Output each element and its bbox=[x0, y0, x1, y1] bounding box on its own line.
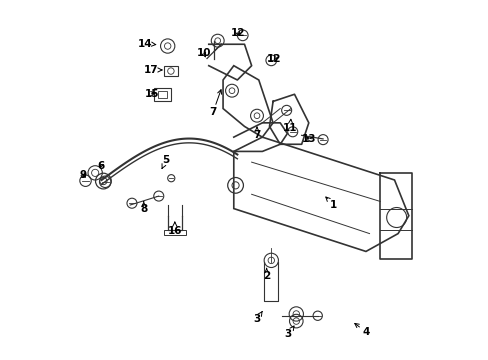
Bar bbox=[164, 66, 177, 76]
Text: 10: 10 bbox=[196, 48, 211, 58]
Text: 5: 5 bbox=[162, 156, 169, 168]
Text: 4: 4 bbox=[354, 323, 369, 337]
Text: 8: 8 bbox=[140, 202, 147, 214]
Text: 13: 13 bbox=[301, 134, 315, 144]
Text: 7: 7 bbox=[253, 127, 260, 140]
Text: 1: 1 bbox=[325, 197, 337, 210]
Text: 15: 15 bbox=[144, 89, 159, 99]
Text: 11: 11 bbox=[283, 119, 297, 133]
Text: 12: 12 bbox=[230, 28, 245, 38]
Text: 14: 14 bbox=[138, 39, 156, 49]
Bar bbox=[158, 91, 166, 98]
Bar bbox=[164, 230, 185, 235]
Text: 12: 12 bbox=[267, 54, 281, 64]
Text: 3: 3 bbox=[284, 326, 293, 339]
Text: 16: 16 bbox=[167, 222, 182, 236]
Text: 17: 17 bbox=[143, 65, 162, 75]
Text: 2: 2 bbox=[263, 269, 270, 282]
Bar bbox=[154, 88, 170, 102]
Text: 3: 3 bbox=[253, 311, 262, 324]
Text: 9: 9 bbox=[80, 170, 86, 180]
Text: 6: 6 bbox=[97, 161, 104, 171]
Text: 7: 7 bbox=[209, 90, 221, 117]
